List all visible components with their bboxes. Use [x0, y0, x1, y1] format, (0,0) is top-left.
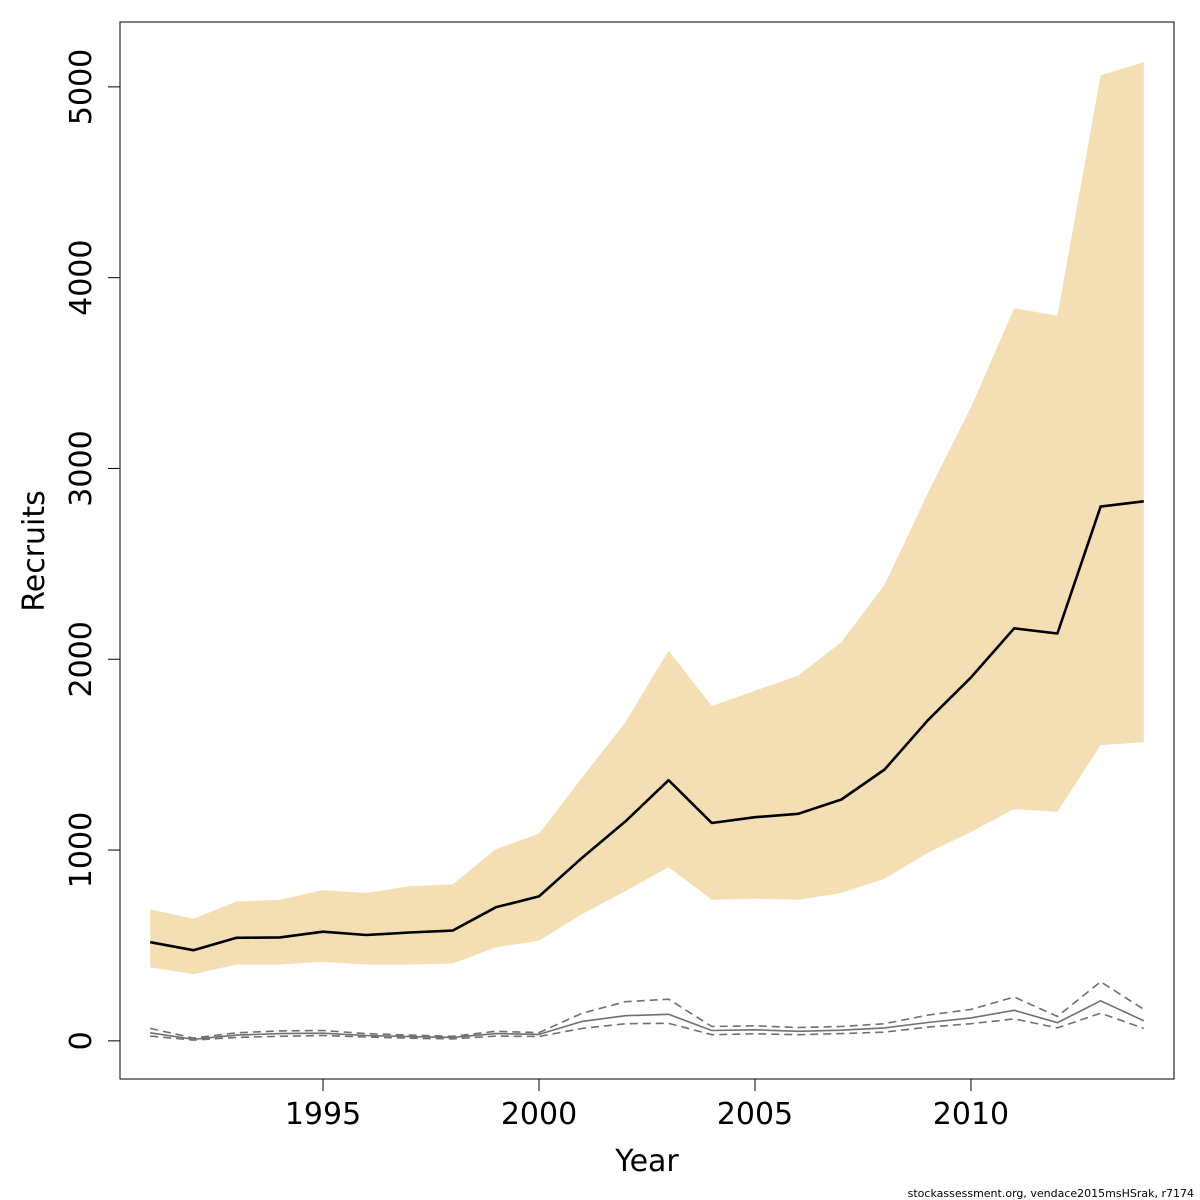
y-tick-label: 4000	[64, 240, 99, 316]
recruits-estimate-line	[149, 500, 1144, 952]
y-tick-label: 1000	[64, 812, 99, 888]
y-tick-label: 3000	[64, 430, 99, 506]
x-axis-title: Year	[614, 1144, 679, 1179]
x-tick-label: 2005	[717, 1097, 793, 1132]
y-tick-label: 0	[64, 1031, 99, 1050]
source-credit: stockassessment.org, vendace2015msHSrak,…	[908, 1187, 1194, 1200]
y-axis-title: Recruits	[17, 490, 52, 612]
x-tick-label: 2010	[933, 1097, 1009, 1132]
x-tick-label: 2000	[501, 1097, 577, 1132]
series-layer	[149, 500, 1145, 1041]
axes-layer: 1995 2000 2005 2010 0 1000 2000 3000 4000 5000	[64, 49, 1009, 1132]
secondary-upper-bound-line	[150, 980, 1145, 1039]
confidence-band	[150, 62, 1144, 975]
plot-frame	[119, 21, 1175, 1080]
secondary-estimate-line	[150, 999, 1145, 1041]
confidence-band-layer	[150, 62, 1144, 975]
x-tick-label: 1995	[285, 1097, 361, 1132]
secondary-lower-bound-line	[150, 1012, 1145, 1041]
y-tick-label: 5000	[64, 49, 99, 125]
y-tick-label: 2000	[64, 621, 99, 697]
